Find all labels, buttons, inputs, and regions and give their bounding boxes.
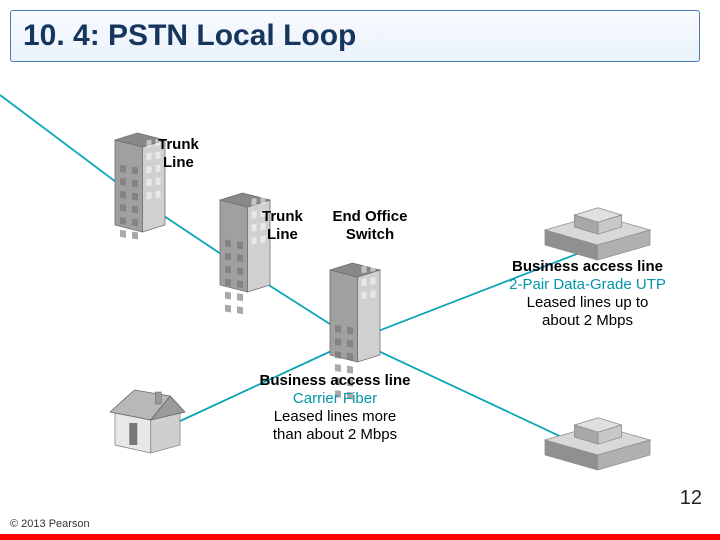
label-biz2: Business access line Carrier Fiber Lease… xyxy=(230,372,440,444)
label-biz2-detail: Leased lines more than about 2 Mbps xyxy=(230,408,440,444)
copyright-text: © 2013 Pearson xyxy=(10,518,90,530)
label-biz1-title: Business access line xyxy=(490,258,685,276)
label-trunk-1: Trunk Line xyxy=(158,136,199,172)
house xyxy=(110,390,185,453)
business-complex-1 xyxy=(545,208,650,260)
label-biz1-detail: Leased lines up to about 2 Mbps xyxy=(490,294,685,330)
label-biz1-sub: 2-Pair Data-Grade UTP xyxy=(490,276,685,294)
slide-title: 10. 4: PSTN Local Loop xyxy=(23,19,356,53)
business-complex-2 xyxy=(545,418,650,470)
label-biz1: Business access line 2-Pair Data-Grade U… xyxy=(490,258,685,330)
label-biz2-title: Business access line xyxy=(230,372,440,390)
diagram-canvas: Trunk Line Trunk Line End Office Switch … xyxy=(0,70,720,500)
footer-accent-bar xyxy=(0,534,720,540)
label-biz2-sub: Carrier Fiber xyxy=(230,390,440,408)
label-trunk-2: Trunk Line xyxy=(262,208,303,244)
label-end-office: End Office Switch xyxy=(320,208,420,244)
title-box: 10. 4: PSTN Local Loop xyxy=(10,10,700,62)
page-number: 12 xyxy=(680,487,702,510)
